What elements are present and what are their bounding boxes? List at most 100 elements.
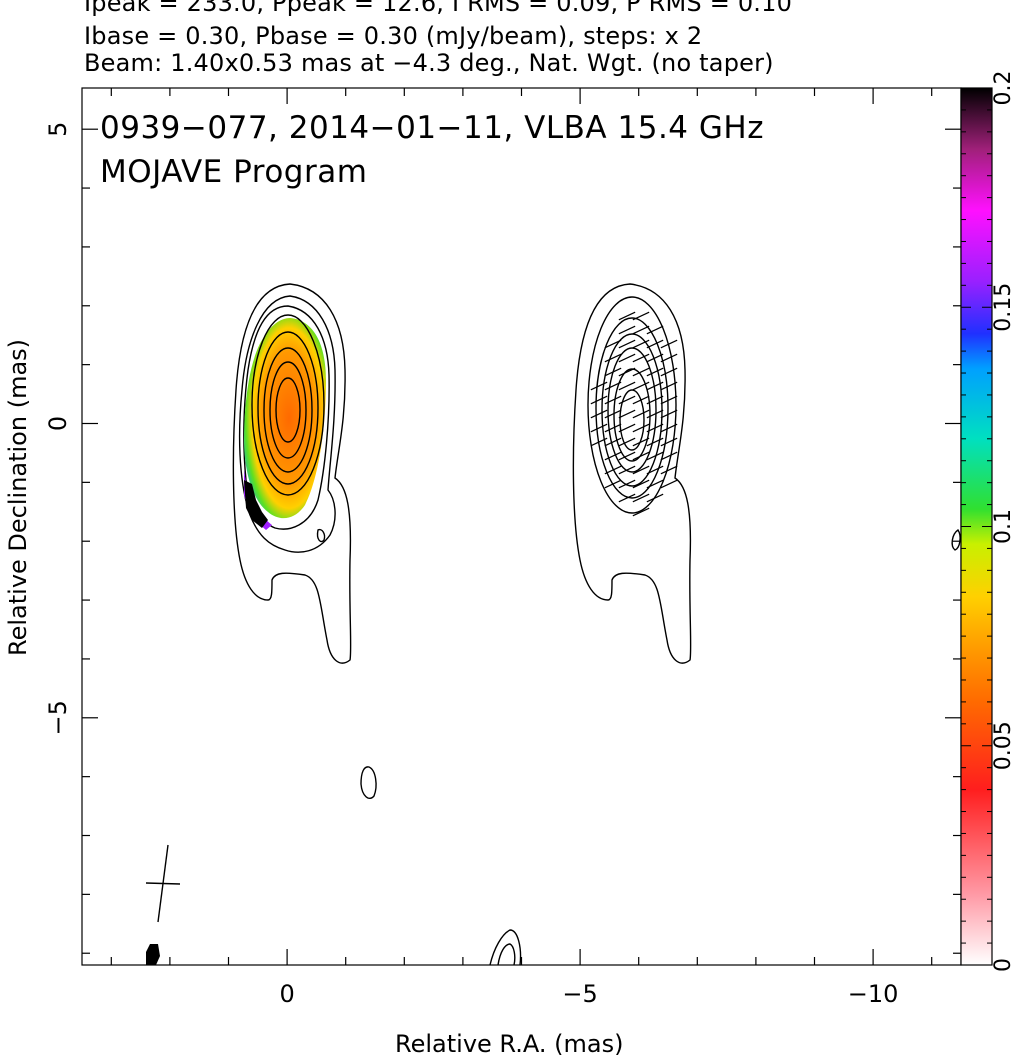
polarization-vector xyxy=(660,367,678,377)
polarization-vector xyxy=(646,395,664,405)
polarization-vector xyxy=(604,437,622,447)
polarization-vector xyxy=(604,451,622,461)
contour-2 xyxy=(238,295,336,553)
polarization-vector xyxy=(646,339,664,349)
polarization-vector xyxy=(660,479,678,489)
polarization-vector xyxy=(632,367,650,377)
polarization-vector xyxy=(646,493,664,503)
colorbar-tick-label: 0.2 xyxy=(991,71,1016,106)
plot-frame xyxy=(81,87,962,966)
polarization-vector xyxy=(660,423,678,433)
polarization-vector xyxy=(632,437,650,447)
polarization-vector xyxy=(618,423,636,433)
y-tick-label: 5 xyxy=(44,122,72,137)
source-title: 0939−077, 2014−01−11, VLBA 15.4 GHz xyxy=(100,110,764,146)
contour-isolated-2 xyxy=(489,929,522,966)
polarization-vector xyxy=(618,381,636,391)
polarization-vector xyxy=(590,423,608,433)
polarization-vector xyxy=(604,465,622,475)
polarization-vector xyxy=(632,507,650,517)
x-tick-label: −10 xyxy=(848,980,899,1008)
polarization-vector xyxy=(646,381,664,391)
axis-ticks: 0 −5 −10 5 0 −5 xyxy=(44,88,961,1008)
contour-outer xyxy=(572,283,692,664)
colorbar-tick-label: 0.05 xyxy=(991,721,1016,770)
polarization-vector xyxy=(646,451,664,461)
colorbar-tick-label: 0.1 xyxy=(991,509,1016,544)
colorbar-tick-label: 0 xyxy=(991,958,1016,972)
polarization-vector xyxy=(604,353,622,363)
polarization-vector xyxy=(632,353,650,363)
polarization-vector xyxy=(618,465,636,475)
polarization-vector xyxy=(632,311,650,321)
polarization-vector xyxy=(604,395,622,405)
polarization-vector xyxy=(618,325,636,335)
polarization-vector xyxy=(632,381,650,391)
polarization-vectors xyxy=(590,311,678,517)
colorbar-ticks: 0 0.05 0.1 0.15 0.2 xyxy=(961,71,1016,972)
polarization-vector xyxy=(590,395,608,405)
left-inner-contours xyxy=(251,314,325,496)
polarization-vector xyxy=(660,381,678,391)
polarization-vector xyxy=(660,409,678,419)
polarization-vector xyxy=(646,437,664,447)
polarization-vector xyxy=(618,409,636,419)
polarization-vector xyxy=(660,465,678,475)
polarization-vector xyxy=(618,311,636,321)
polarization-vector xyxy=(632,395,650,405)
polarization-vector xyxy=(604,381,622,391)
polarization-vector xyxy=(618,353,636,363)
polarization-vector xyxy=(618,479,636,489)
polarization-vector xyxy=(632,465,650,475)
y-tick-label: −5 xyxy=(44,700,72,735)
x-tick-label: 0 xyxy=(279,980,294,1008)
header-beam-info: Beam: 1.40x0.53 mas at −4.3 deg., Nat. W… xyxy=(84,49,774,77)
polarization-vector xyxy=(618,493,636,503)
polarization-vector xyxy=(646,479,664,489)
polarization-vector xyxy=(646,367,664,377)
polarization-vector xyxy=(590,437,608,447)
polarization-vector xyxy=(660,451,678,461)
polarization-vector xyxy=(618,367,636,377)
contour-isolated-1 xyxy=(360,766,377,800)
polarization-vector xyxy=(604,367,622,377)
polarization-vector xyxy=(604,479,622,489)
program-title: MOJAVE Program xyxy=(100,154,368,190)
header-base-levels: Ibase = 0.30, Pbase = 0.30 (mJy/beam), s… xyxy=(84,22,703,50)
polarization-vector xyxy=(632,409,650,419)
y-axis-label: Relative Declination (mas) xyxy=(4,338,32,656)
polarization-vector xyxy=(632,325,650,335)
fractional-polarization-map xyxy=(146,318,326,965)
polarization-vector xyxy=(604,423,622,433)
polarization-vector xyxy=(618,437,636,447)
contour-isolated-3 xyxy=(497,943,516,966)
polarization-vector xyxy=(604,339,622,349)
polarization-vector xyxy=(604,409,622,419)
polarization-vector xyxy=(590,409,608,419)
contour-3 xyxy=(243,305,330,530)
polarization-vector xyxy=(632,423,650,433)
contour-edge xyxy=(951,529,961,551)
polarization-vector xyxy=(590,381,608,391)
polarization-vector xyxy=(646,409,664,419)
panel-left-intensity xyxy=(232,283,961,966)
header-intensity-stats: Ipeak = 233.0, Ppeak = 12.6, I RMS = 0.0… xyxy=(84,0,793,17)
polarization-vector xyxy=(632,451,650,461)
panel-right-polarization xyxy=(572,283,692,664)
y-tick-label: 0 xyxy=(44,416,72,431)
polarization-vector xyxy=(618,395,636,405)
polarization-vector xyxy=(646,465,664,475)
beam-marker xyxy=(145,844,181,923)
polarization-vector xyxy=(632,493,650,503)
polarization-vector xyxy=(660,353,678,363)
colorbar-tick-label: 0.15 xyxy=(991,283,1016,332)
x-tick-label: −5 xyxy=(562,980,597,1008)
contour-outer xyxy=(232,283,352,664)
polarization-vector xyxy=(660,395,678,405)
polarization-vector xyxy=(618,339,636,349)
polarization-vector xyxy=(632,479,650,489)
polarization-vector xyxy=(632,339,650,349)
polarization-vector xyxy=(646,353,664,363)
polarization-vector xyxy=(660,339,678,349)
